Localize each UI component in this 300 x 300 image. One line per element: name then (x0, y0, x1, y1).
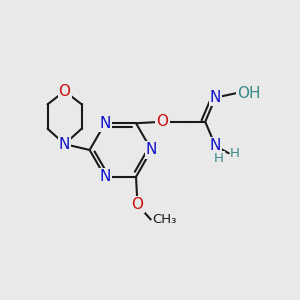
Text: OH: OH (237, 86, 260, 101)
Text: CH₃: CH₃ (152, 213, 177, 226)
Text: N: N (59, 136, 70, 152)
Text: N: N (210, 90, 221, 105)
Text: N: N (99, 116, 111, 131)
Text: O: O (58, 84, 70, 99)
Text: N: N (99, 169, 111, 184)
Text: O: O (131, 197, 143, 212)
Text: O: O (157, 114, 169, 129)
Text: H: H (230, 147, 240, 160)
Text: N: N (210, 138, 221, 153)
Text: N: N (146, 142, 157, 158)
Text: H: H (214, 152, 224, 165)
